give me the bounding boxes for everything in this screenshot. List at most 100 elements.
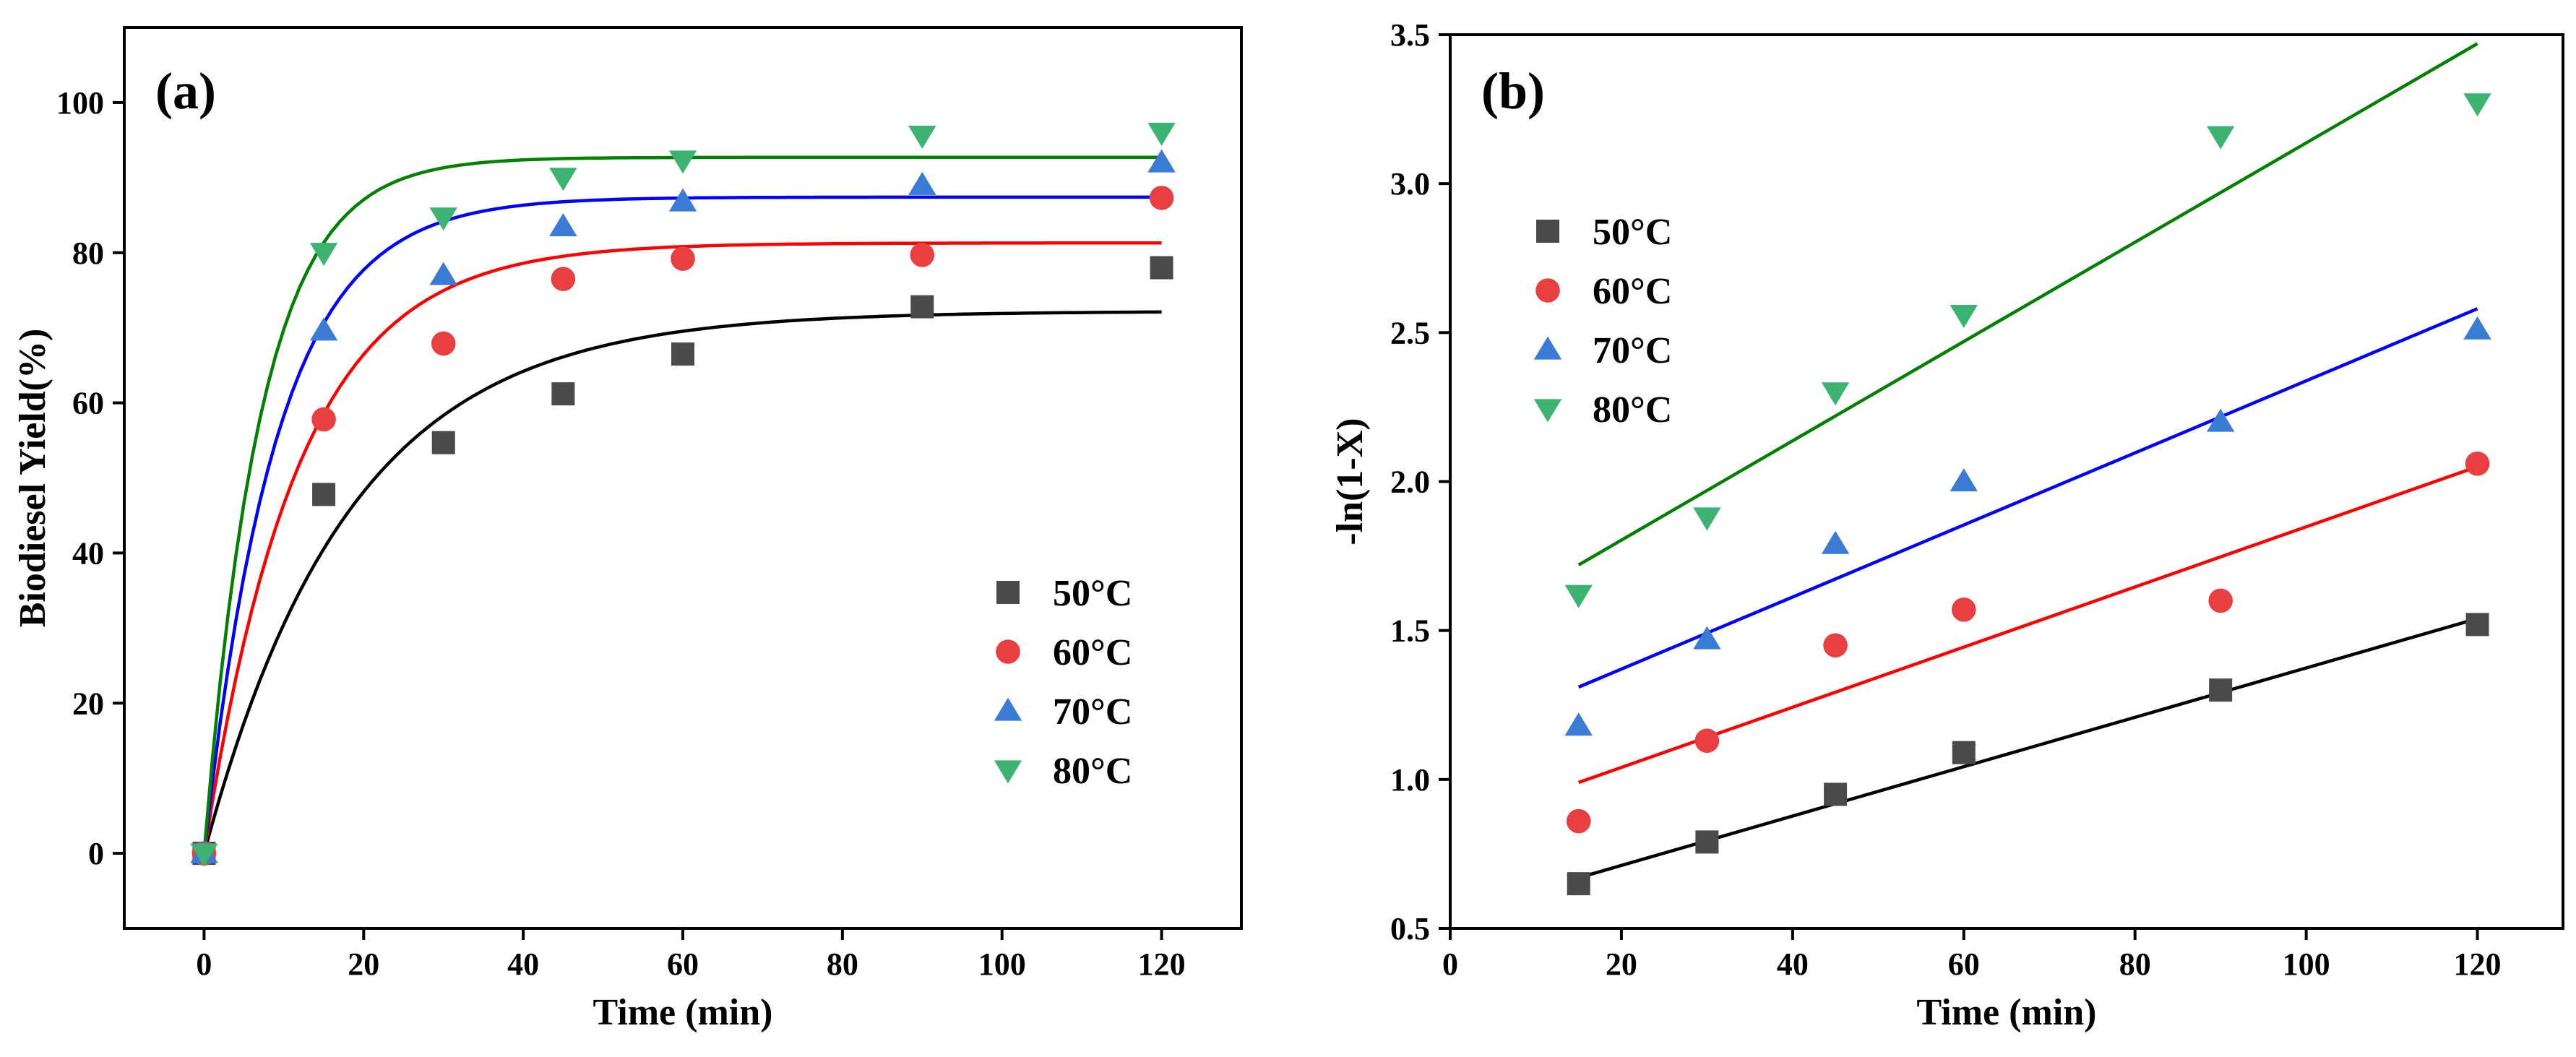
y-tick-label: 100 <box>56 85 104 121</box>
panel-label: (a) <box>155 62 216 120</box>
y-axis-title: -ln(1-X) <box>1330 418 1371 545</box>
data-point <box>1950 468 1978 492</box>
data-point <box>1694 728 1720 754</box>
data-point <box>1147 122 1176 146</box>
data-point <box>1823 633 1848 658</box>
data-point <box>668 150 697 174</box>
data-point <box>429 262 457 285</box>
x-axis-title: Time (min) <box>1917 992 2097 1033</box>
chart-panel-b: 0 20 40 60 80 100 120 0.5 1.0 1.5 2.0 2.5 3.0 3.5 Time… <box>1330 17 2564 1033</box>
data-point <box>1821 382 1850 406</box>
data-point <box>309 317 338 341</box>
y-axis-title: Biodiesel Yield(%) <box>12 329 53 628</box>
data-point <box>431 431 455 454</box>
legend-marker <box>996 639 1020 664</box>
data-point <box>2208 588 2233 613</box>
x-tick-label: 60 <box>667 946 699 982</box>
data-point <box>910 243 935 267</box>
data-point <box>1824 782 1848 806</box>
data-point <box>671 342 694 366</box>
legend-marker <box>1535 278 1560 303</box>
fit-line <box>1577 42 2478 566</box>
x-tick-label: 40 <box>1777 946 1809 982</box>
data-point <box>2465 613 2489 637</box>
data-point <box>551 382 575 406</box>
data-point <box>1150 256 1173 280</box>
data-point <box>1695 830 1719 854</box>
data-point <box>1693 626 1721 650</box>
x-tick-label: 80 <box>2119 946 2151 982</box>
y-tick-label: 0 <box>88 836 104 871</box>
x-tick-label: 100 <box>978 946 1026 982</box>
data-point <box>311 407 336 432</box>
fit-line <box>1578 617 2478 880</box>
legend-marker <box>996 581 1020 604</box>
data-point <box>908 126 936 150</box>
data-point <box>908 171 936 195</box>
y-tick-label: 3.5 <box>1390 17 1430 53</box>
x-tick-label: 0 <box>196 946 212 982</box>
x-tick-label: 40 <box>507 946 539 982</box>
legend-marker <box>994 760 1022 784</box>
y-tick-label: 1.0 <box>1390 762 1430 798</box>
y-tick-label: 1.5 <box>1390 613 1430 649</box>
legend-label: 50°C <box>1053 573 1132 614</box>
data-point <box>910 295 934 319</box>
data-point <box>1950 304 1978 328</box>
data-point <box>309 243 338 267</box>
data-point <box>2465 451 2490 476</box>
data-point <box>2206 408 2235 432</box>
fit-line <box>202 310 1162 854</box>
data-point <box>1147 149 1176 173</box>
legend-label: 50°C <box>1593 212 1672 253</box>
legend-label: 60°C <box>1593 271 1672 312</box>
x-tick-label: 80 <box>827 946 858 982</box>
legend-marker <box>1533 399 1562 423</box>
legend-marker <box>1536 220 1559 243</box>
data-point <box>1564 712 1593 736</box>
data-point <box>1149 186 1174 210</box>
data-point <box>668 188 697 212</box>
legend-label: 80°C <box>1593 389 1672 431</box>
data-point <box>2463 316 2491 340</box>
y-tick-label: 3.0 <box>1390 166 1430 202</box>
y-tick-label: 60 <box>72 386 104 421</box>
data-point <box>190 843 218 867</box>
data-point <box>1951 597 1976 622</box>
y-tick-label: 20 <box>72 686 104 721</box>
x-tick-label: 120 <box>2454 946 2502 982</box>
data-point <box>2209 678 2233 702</box>
legend-label: 60°C <box>1053 632 1132 673</box>
data-point <box>551 267 576 291</box>
fit-line <box>1577 465 2478 785</box>
data-point <box>2463 93 2491 117</box>
chart-panel-a: 0 20 40 60 80 100 120 0 20 40 60 80 100 Time (min) Bio… <box>12 26 1243 1033</box>
x-tick-label: 20 <box>1606 946 1637 982</box>
y-tick-label: 2.0 <box>1390 465 1430 500</box>
x-tick-label: 0 <box>1442 946 1458 982</box>
panel-label: (b) <box>1481 62 1545 120</box>
data-point <box>312 483 336 506</box>
data-point <box>549 212 577 236</box>
y-tick-label: 80 <box>72 236 104 271</box>
legend-marker <box>994 697 1022 721</box>
data-point <box>671 246 695 271</box>
data-point <box>431 331 456 356</box>
legend-label: 70°C <box>1053 691 1132 733</box>
fit-line <box>1577 307 2478 689</box>
data-point <box>1564 584 1593 608</box>
data-point <box>1693 507 1721 531</box>
legend-label: 80°C <box>1053 751 1132 792</box>
x-tick-label: 60 <box>1948 946 1980 982</box>
legend-marker <box>1533 336 1562 360</box>
data-point <box>2206 126 2235 150</box>
y-tick-label: 2.5 <box>1390 315 1430 350</box>
x-tick-label: 100 <box>2283 946 2330 982</box>
x-axis-title: Time (min) <box>593 992 773 1033</box>
data-point <box>1952 741 1976 764</box>
x-tick-label: 20 <box>348 946 379 982</box>
data-point <box>549 168 577 191</box>
data-point <box>1821 530 1850 554</box>
data-point <box>429 207 457 231</box>
